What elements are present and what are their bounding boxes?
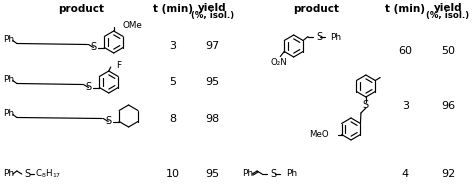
Text: 60: 60 [399, 46, 412, 56]
Text: 3: 3 [402, 101, 409, 111]
Text: Ph: Ph [3, 35, 14, 44]
Text: 92: 92 [441, 169, 455, 179]
Text: 97: 97 [205, 41, 220, 51]
Text: Ph: Ph [286, 170, 297, 178]
Text: product: product [58, 4, 104, 14]
Text: Ph: Ph [3, 109, 14, 118]
Text: F: F [116, 61, 121, 69]
Text: S: S [90, 42, 96, 53]
Text: 5: 5 [170, 77, 176, 87]
Text: S: S [85, 82, 91, 93]
Text: 3: 3 [170, 41, 176, 51]
Text: Ph: Ph [330, 33, 341, 42]
Text: Ph: Ph [3, 75, 14, 84]
Text: yield: yield [434, 3, 462, 13]
Text: S: S [270, 169, 276, 179]
Text: 50: 50 [441, 46, 455, 56]
Text: OMe: OMe [123, 21, 142, 29]
Text: t (min): t (min) [385, 4, 426, 14]
Text: product: product [293, 4, 339, 14]
Text: MeO: MeO [309, 130, 329, 139]
Text: S: S [316, 31, 322, 42]
Text: O₂N: O₂N [271, 58, 288, 67]
Text: $\mathregular{C_8H_{17}}$: $\mathregular{C_8H_{17}}$ [35, 168, 61, 180]
Text: Ph: Ph [3, 170, 14, 178]
Text: Ph: Ph [242, 170, 254, 178]
Text: S: S [363, 100, 369, 110]
Text: 4: 4 [402, 169, 409, 179]
Text: 98: 98 [205, 114, 220, 124]
Text: 95: 95 [206, 77, 219, 87]
Text: (%, isol.): (%, isol.) [427, 11, 470, 20]
Text: 96: 96 [441, 101, 455, 111]
Text: t (min): t (min) [153, 4, 193, 14]
Text: S: S [105, 117, 111, 126]
Text: S: S [25, 169, 31, 179]
Text: 8: 8 [170, 114, 177, 124]
Text: yield: yield [198, 3, 227, 13]
Text: (%, isol.): (%, isol.) [191, 11, 234, 20]
Text: 10: 10 [166, 169, 180, 179]
Text: 95: 95 [206, 169, 219, 179]
